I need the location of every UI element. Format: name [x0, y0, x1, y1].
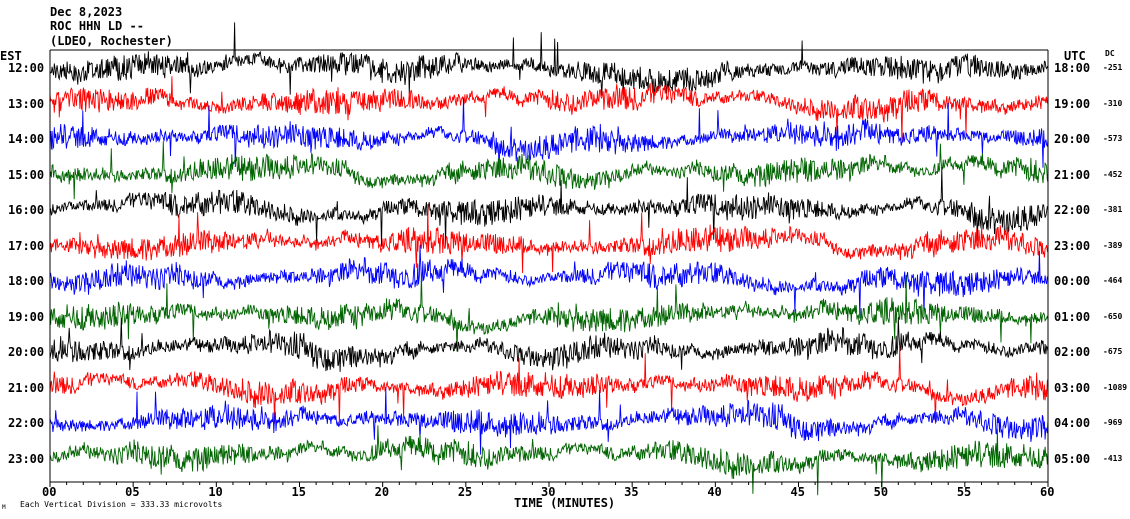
est-label-11: 23:00 [8, 451, 45, 466]
est-label-4: 16:00 [8, 203, 45, 217]
x-tick-label-45: 45 [790, 485, 805, 499]
utc-label-6: 00:00 [1054, 274, 1091, 288]
trace-row-1300 [49, 76, 1049, 143]
dc-label-10: -969 [1103, 418, 1123, 427]
x-tick-label-20: 20 [374, 485, 390, 499]
trace-row-1800 [49, 244, 1049, 319]
trace-row-1400 [49, 97, 1049, 172]
network-label: (LDEO, Rochester) [50, 34, 173, 48]
utc-label-10: 04:00 [1054, 416, 1091, 430]
x-tick-label-05: 05 [125, 485, 140, 499]
utc-label-2: 20:00 [1054, 132, 1091, 146]
dc-label-6: -464 [1103, 276, 1123, 285]
trace-row-1700 [49, 203, 1049, 274]
utc-label-1: 19:00 [1054, 96, 1091, 111]
x-axis-title: TIME (MINUTES) [514, 496, 616, 510]
x-tick-label-60: 60 [1040, 485, 1055, 499]
utc-label-4: 22:00 [1054, 203, 1091, 217]
x-tick-label-40: 40 [707, 485, 722, 499]
scale-note: Each Vertical Division = 333.33 microvol… [20, 500, 223, 509]
dc-label-8: -675 [1103, 347, 1123, 356]
dc-label-3: -452 [1103, 169, 1123, 179]
x-tick-label-50: 50 [873, 485, 889, 499]
dc-label-0: -251 [1103, 63, 1123, 72]
trace-row-1600 [49, 166, 1049, 247]
trace-row-2300 [49, 425, 1049, 496]
utc-label-7: 01:00 [1054, 309, 1091, 324]
x-tick-label-35: 35 [624, 485, 639, 499]
x-tick-label-25: 25 [457, 485, 473, 499]
x-tick-label-30: 30 [541, 485, 556, 499]
utc-axis-label: UTC [1064, 49, 1086, 63]
utc-label-0: 18:00 [1054, 61, 1091, 75]
dc-label-11: -413 [1103, 453, 1123, 463]
utc-label-8: 02:00 [1054, 345, 1091, 359]
x-axis-ticks [49, 482, 1049, 487]
est-label-5: 17:00 [8, 238, 45, 253]
utc-label-3: 21:00 [1054, 167, 1091, 182]
est-axis-label: EST [0, 49, 22, 63]
est-label-7: 19:00 [8, 309, 45, 324]
est-label-8: 20:00 [8, 345, 45, 359]
seismic-traces [49, 22, 1049, 496]
est-label-2: 14:00 [8, 132, 45, 146]
date-label: Dec 8,2023 [50, 5, 123, 19]
est-label-6: 18:00 [8, 274, 45, 288]
trace-row-1500 [49, 141, 1049, 200]
x-tick-label-10: 10 [208, 485, 223, 499]
x-tick-label-00: 00 [42, 485, 57, 499]
trace-row-2100 [49, 345, 1049, 426]
x-tick-label-15: 15 [291, 485, 306, 499]
dc-label-4: -381 [1103, 205, 1123, 214]
utc-label-11: 05:00 [1054, 451, 1091, 466]
station-label: ROC HHN LD -- [50, 19, 144, 33]
dc-label-5: -389 [1103, 240, 1123, 250]
est-label-0: 12:00 [8, 61, 45, 75]
dc-label-9: -1089 [1103, 382, 1128, 392]
est-label-9: 21:00 [8, 380, 45, 395]
trace-row-1200 [49, 22, 1049, 96]
trace-row-2000 [49, 317, 1049, 372]
corner-mark: M [2, 504, 6, 511]
dc-header-label: DC [1105, 49, 1115, 58]
trace-row-2200 [49, 386, 1049, 455]
dc-label-7: -650 [1103, 311, 1123, 321]
trace-row-1900 [49, 272, 1049, 352]
utc-label-9: 03:00 [1054, 380, 1091, 395]
dc-label-1: -310 [1103, 98, 1123, 108]
x-tick-label-55: 55 [956, 485, 972, 499]
dc-label-2: -573 [1103, 134, 1123, 143]
est-label-1: 13:00 [8, 96, 45, 111]
est-label-3: 15:00 [8, 167, 45, 182]
est-label-10: 22:00 [8, 416, 45, 430]
utc-label-5: 23:00 [1054, 238, 1091, 253]
